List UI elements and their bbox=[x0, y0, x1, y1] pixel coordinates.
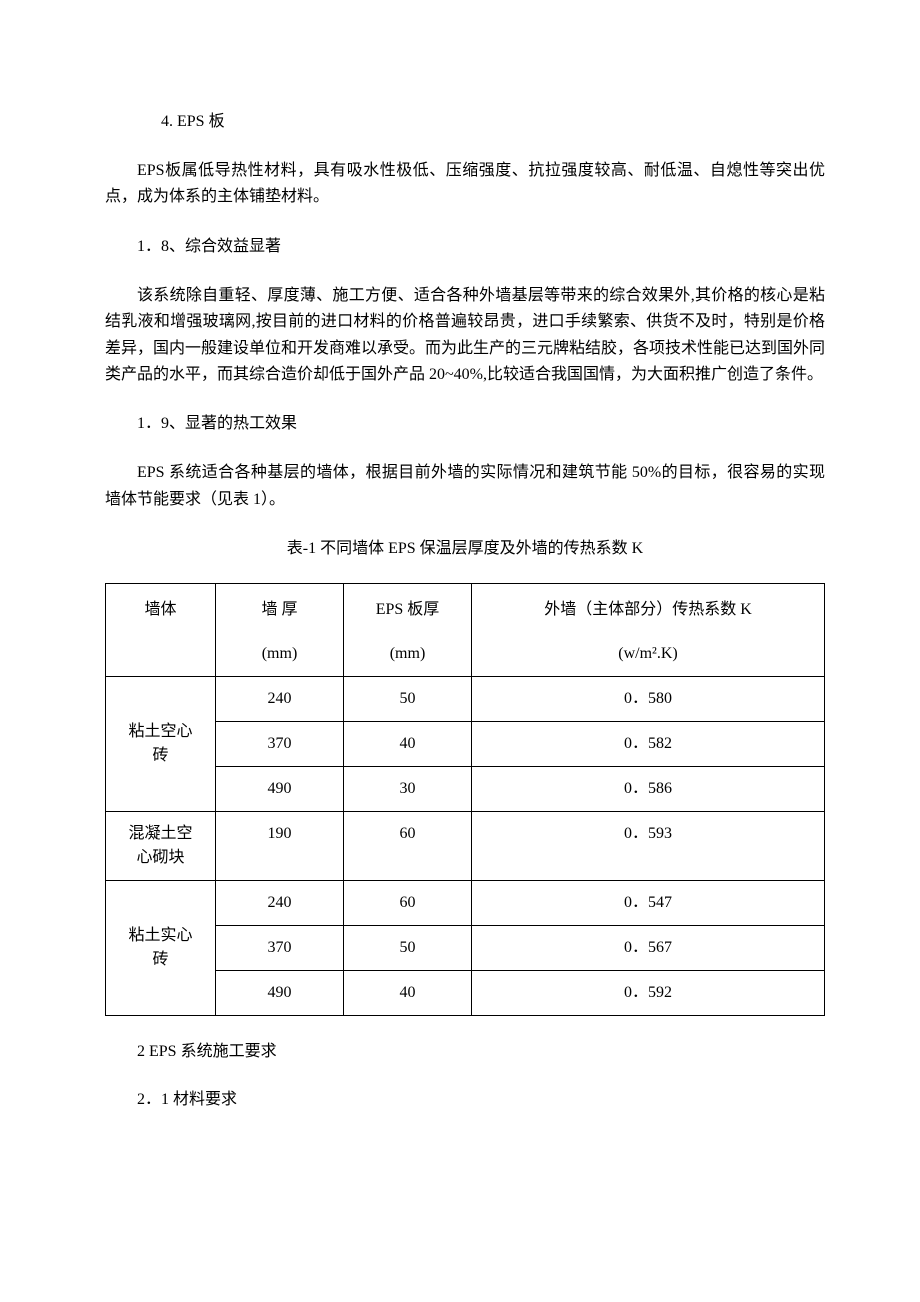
section-2-1-heading: 2．1 材料要求 bbox=[105, 1088, 825, 1112]
section-1-8-heading: 1．8、综合效益显著 bbox=[105, 235, 825, 259]
wall-group-0-l2: 砖 bbox=[112, 744, 209, 768]
cell-thick: 490 bbox=[216, 767, 344, 812]
cell-eps: 50 bbox=[344, 677, 472, 722]
cell-k: 0．586 bbox=[472, 767, 825, 812]
table-caption: 表-1 不同墙体 EPS 保温层厚度及外墙的传热系数 K bbox=[105, 537, 825, 561]
th-k-l1: 外墙（主体部分）传热系数 K bbox=[478, 598, 818, 622]
section-1-9-paragraph: EPS 系统适合各种基层的墙体，根据目前外墙的实际情况和建筑节能 50%的目标，… bbox=[105, 460, 825, 513]
table-row: 粘土空心 砖 240 50 0．580 bbox=[106, 677, 825, 722]
wall-group-2-l1: 粘土实心 bbox=[112, 924, 209, 948]
th-thickness-l1: 墙 厚 bbox=[222, 598, 337, 622]
th-eps: EPS 板厚 (mm) bbox=[344, 584, 472, 677]
cell-eps: 30 bbox=[344, 767, 472, 812]
th-thickness: 墙 厚 (mm) bbox=[216, 584, 344, 677]
cell-thick: 490 bbox=[216, 971, 344, 1016]
cell-eps: 60 bbox=[344, 812, 472, 881]
cell-k: 0．582 bbox=[472, 722, 825, 767]
th-wall: 墙体 bbox=[106, 584, 216, 677]
cell-thick: 190 bbox=[216, 812, 344, 881]
cell-thick: 240 bbox=[216, 677, 344, 722]
cell-wall-group-0: 粘土空心 砖 bbox=[106, 677, 216, 812]
eps-data-table: 墙体 墙 厚 (mm) EPS 板厚 (mm) 外墙（主体部分）传热系数 K (… bbox=[105, 583, 825, 1016]
cell-wall-group-2: 粘土实心 砖 bbox=[106, 881, 216, 1016]
section-2-heading: 2 EPS 系统施工要求 bbox=[105, 1040, 825, 1064]
cell-k: 0．567 bbox=[472, 926, 825, 971]
cell-eps: 40 bbox=[344, 722, 472, 767]
table-header-row: 墙体 墙 厚 (mm) EPS 板厚 (mm) 外墙（主体部分）传热系数 K (… bbox=[106, 584, 825, 677]
cell-k: 0．580 bbox=[472, 677, 825, 722]
section-4-paragraph: EPS板属低导热性材料，具有吸水性极低、压缩强度、抗拉强度较高、耐低温、自熄性等… bbox=[105, 158, 825, 211]
section-4-title: 4. EPS 板 bbox=[105, 110, 825, 134]
th-eps-l1: EPS 板厚 bbox=[350, 598, 465, 622]
cell-k: 0．593 bbox=[472, 812, 825, 881]
wall-group-1-l1: 混凝土空 bbox=[112, 822, 209, 846]
table-row: 粘土实心 砖 240 60 0．547 bbox=[106, 881, 825, 926]
cell-thick: 370 bbox=[216, 722, 344, 767]
cell-eps: 40 bbox=[344, 971, 472, 1016]
cell-k: 0．592 bbox=[472, 971, 825, 1016]
th-k: 外墙（主体部分）传热系数 K (w/m².K) bbox=[472, 584, 825, 677]
th-k-l2: (w/m².K) bbox=[478, 642, 818, 666]
cell-wall-group-1: 混凝土空 心砌块 bbox=[106, 812, 216, 881]
cell-thick: 240 bbox=[216, 881, 344, 926]
cell-thick: 370 bbox=[216, 926, 344, 971]
wall-group-0-l1: 粘土空心 bbox=[112, 720, 209, 744]
section-1-8-paragraph: 该系统除自重轻、厚度薄、施工方便、适合各种外墙基层等带来的综合效果外,其价格的核… bbox=[105, 283, 825, 389]
wall-group-2-l2: 砖 bbox=[112, 948, 209, 972]
cell-eps: 50 bbox=[344, 926, 472, 971]
section-1-9-heading: 1．9、显著的热工效果 bbox=[105, 412, 825, 436]
cell-k: 0．547 bbox=[472, 881, 825, 926]
wall-group-1-l2: 心砌块 bbox=[112, 846, 209, 870]
cell-eps: 60 bbox=[344, 881, 472, 926]
table-row: 混凝土空 心砌块 190 60 0．593 bbox=[106, 812, 825, 881]
th-eps-l2: (mm) bbox=[350, 642, 465, 666]
th-thickness-l2: (mm) bbox=[222, 642, 337, 666]
